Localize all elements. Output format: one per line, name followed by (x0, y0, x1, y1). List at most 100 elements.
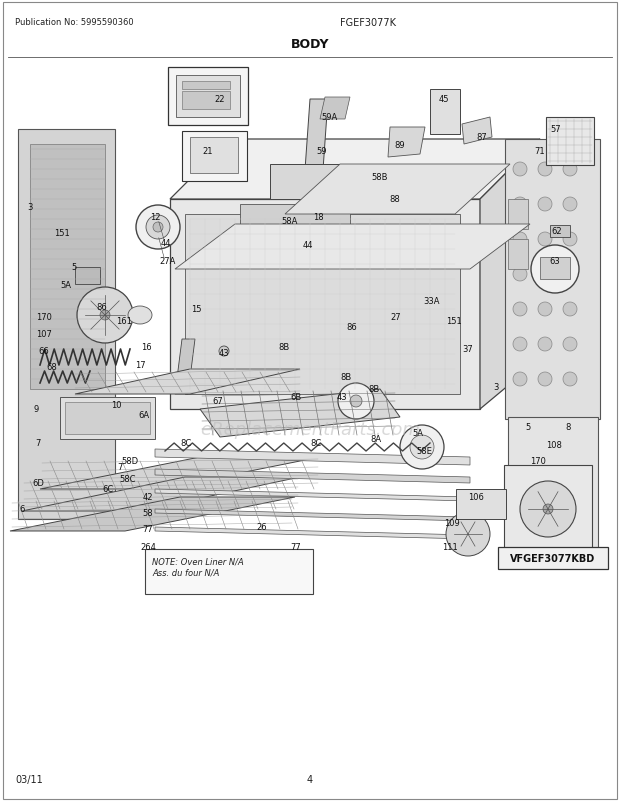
Text: 59A: 59A (322, 113, 338, 123)
Text: 33A: 33A (423, 297, 440, 306)
Polygon shape (285, 164, 510, 215)
Text: 7: 7 (35, 439, 41, 448)
Circle shape (563, 268, 577, 282)
Polygon shape (185, 215, 460, 395)
Polygon shape (18, 130, 115, 520)
Text: Publication No: 5995590360: Publication No: 5995590360 (15, 18, 134, 27)
Text: 22: 22 (215, 95, 225, 104)
Circle shape (538, 302, 552, 317)
Text: 45: 45 (439, 95, 450, 104)
Text: 62: 62 (552, 227, 562, 237)
Text: 8C: 8C (311, 439, 322, 448)
Bar (168, 68, 248, 126)
Circle shape (563, 233, 577, 247)
Bar (60, 398, 155, 439)
Circle shape (538, 373, 552, 387)
Text: 66: 66 (38, 347, 50, 356)
Text: 21: 21 (203, 148, 213, 156)
Text: 67: 67 (213, 397, 223, 406)
Text: 63: 63 (549, 257, 560, 266)
Text: 89: 89 (395, 140, 405, 149)
Text: 37: 37 (463, 345, 474, 354)
Text: 43: 43 (219, 349, 229, 358)
Circle shape (531, 245, 579, 294)
Circle shape (338, 383, 374, 419)
Text: 7: 7 (117, 463, 123, 472)
Text: 68: 68 (46, 363, 58, 372)
Text: VFGEF3077KBD: VFGEF3077KBD (510, 553, 596, 563)
Text: BODY: BODY (291, 38, 329, 51)
Text: 161: 161 (116, 317, 132, 326)
Text: 108: 108 (546, 441, 562, 450)
Text: 151: 151 (446, 317, 462, 326)
Polygon shape (22, 477, 300, 512)
Circle shape (538, 198, 552, 212)
Text: 9: 9 (33, 405, 38, 414)
Text: 59: 59 (317, 148, 327, 156)
Circle shape (77, 288, 133, 343)
Polygon shape (240, 205, 350, 235)
Polygon shape (200, 390, 400, 437)
Polygon shape (155, 528, 470, 539)
Text: 03/11: 03/11 (15, 774, 43, 784)
Polygon shape (182, 92, 230, 110)
Polygon shape (304, 100, 328, 184)
Circle shape (538, 233, 552, 247)
Text: 107: 107 (36, 330, 52, 339)
Circle shape (543, 504, 553, 514)
Circle shape (563, 373, 577, 387)
Bar (540, 257, 570, 280)
Circle shape (513, 233, 527, 247)
Text: 6: 6 (19, 505, 25, 514)
Text: 58D: 58D (122, 457, 138, 466)
Bar (430, 90, 460, 135)
Text: 111: 111 (442, 543, 458, 552)
Text: 5: 5 (71, 263, 77, 272)
Text: 5A: 5A (412, 429, 423, 438)
Text: 58E: 58E (416, 447, 432, 456)
Text: 3: 3 (494, 383, 498, 392)
Polygon shape (182, 82, 230, 90)
Text: 170: 170 (36, 313, 52, 322)
Polygon shape (505, 140, 600, 419)
Circle shape (513, 338, 527, 351)
Text: 151: 151 (54, 229, 70, 238)
Circle shape (563, 163, 577, 176)
Text: 42: 42 (143, 493, 153, 502)
Text: 71: 71 (534, 148, 546, 156)
Text: 57: 57 (551, 125, 561, 134)
Text: 27: 27 (391, 313, 401, 322)
Circle shape (538, 338, 552, 351)
Circle shape (520, 481, 576, 537)
Text: 86: 86 (97, 303, 107, 312)
Bar (546, 118, 594, 166)
Text: 44: 44 (161, 239, 171, 248)
Text: 6A: 6A (138, 411, 149, 420)
Text: 5A: 5A (61, 282, 71, 290)
Text: 16: 16 (141, 343, 151, 352)
Text: 18: 18 (312, 213, 323, 222)
Circle shape (563, 198, 577, 212)
Circle shape (153, 223, 163, 233)
Text: 6D: 6D (32, 479, 44, 488)
Text: 77: 77 (291, 543, 301, 552)
Circle shape (563, 338, 577, 351)
Polygon shape (155, 449, 470, 465)
Bar (65, 403, 150, 435)
Text: 4: 4 (307, 774, 313, 784)
Text: 5: 5 (525, 423, 531, 432)
Bar (508, 240, 528, 269)
Bar (145, 549, 313, 594)
Text: 27A: 27A (160, 257, 176, 266)
Bar (176, 76, 240, 118)
Circle shape (538, 268, 552, 282)
Circle shape (350, 395, 362, 407)
Text: 8A: 8A (370, 435, 381, 444)
Bar (504, 465, 592, 565)
Bar (456, 489, 506, 520)
Polygon shape (75, 370, 300, 395)
Ellipse shape (128, 306, 152, 325)
Bar (550, 225, 570, 237)
Text: 17: 17 (135, 361, 145, 370)
Polygon shape (480, 140, 540, 410)
